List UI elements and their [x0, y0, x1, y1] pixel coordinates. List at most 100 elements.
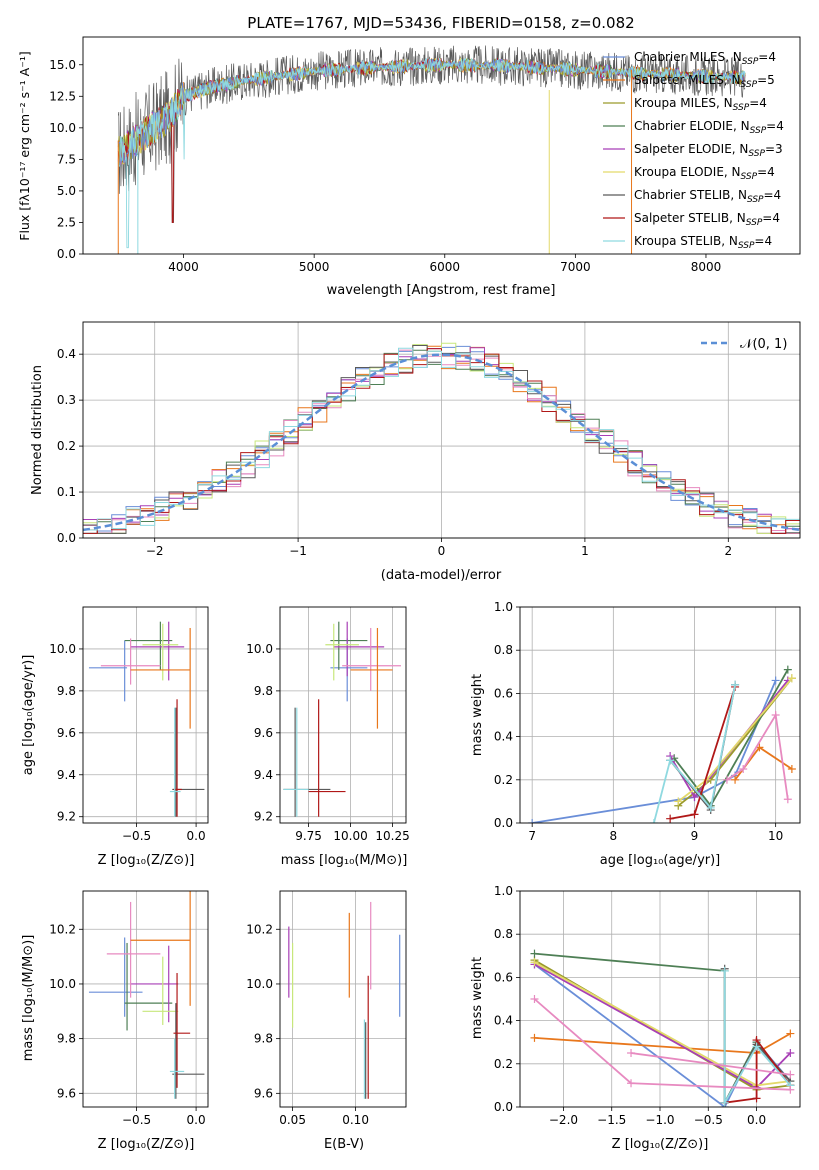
weight-marker	[731, 775, 740, 784]
x-tick-label: 0.10	[342, 1113, 369, 1127]
weight-marker	[786, 1029, 795, 1038]
y-tick-label: 0.0	[57, 531, 76, 545]
x-tick-label: −0.5	[122, 829, 151, 843]
error-crosses	[88, 621, 205, 817]
gaussian-legend-label: 𝒩(0, 1)	[740, 337, 787, 352]
y-tick-label: 0.0	[57, 247, 76, 261]
weight-marker	[530, 995, 539, 1003]
gaussian-curve	[83, 353, 800, 532]
weight-marker	[528, 819, 537, 823]
weight-series	[534, 961, 791, 1087]
x-tick-label: 4000	[168, 260, 199, 274]
y-tick-label: 1.0	[494, 884, 513, 898]
weight-marker	[674, 797, 683, 806]
legend-label: Kroupa MILES, NSSP=4	[634, 96, 767, 113]
mass-vs-ebv-panel: E(B-V) 0.05 0.10 9.6 9.8 10.0 10.2	[246, 890, 407, 1152]
legend-label: Salpeter ELODIE, NSSP=3	[634, 142, 783, 159]
x-tick-label: 9	[691, 829, 699, 843]
y-tick-label: 5.0	[57, 184, 76, 198]
weight-vs-metallicity-panel: mass weight Z [log₁₀(Z/Z⊙)] −2.0 −1.5 −1.0…	[470, 884, 801, 1152]
y-tick-label: 7.5	[57, 152, 76, 166]
x-tick-label: −0.5	[122, 1113, 151, 1127]
age-mass-xlabel: mass [log₁₀(M/M⊙)]	[281, 853, 408, 868]
x-tick-label: 10.25	[375, 829, 409, 843]
y-tick-label: 0.2	[57, 439, 76, 453]
spectrum-legend: Chabrier MILES, NSSP=4 Salpeter MILES, NS…	[603, 50, 784, 251]
y-tick-label: 9.6	[57, 726, 76, 740]
age-z-plot: −0.5 0.0 9.2 9.4 9.6 9.8 10.0	[49, 606, 209, 843]
histogram-group	[83, 342, 800, 534]
residuals-plot: −2 −1 0 1 2 0.0 0.1 0.2 0.3 0.4	[57, 321, 801, 558]
mass-ebv-plot: 0.05 0.10 9.6 9.8 10.0 10.2	[246, 890, 407, 1127]
residuals-panel: Normed distribution (data-model)/error −…	[30, 321, 801, 583]
y-tick-label: 0.4	[494, 1014, 513, 1028]
weight-marker	[530, 949, 539, 958]
weight-marker	[720, 966, 729, 975]
weight-series	[532, 680, 777, 823]
x-tick-label: 2	[724, 544, 732, 558]
age-vs-metallicity-panel: age [log₁₀(age/yr)] Z [log₁₀(Z/Z⊙)] −0.5…	[21, 606, 209, 868]
x-tick-label: 6000	[429, 260, 460, 274]
y-tick-label: 10.0	[49, 121, 76, 135]
x-tick-label: −2	[146, 544, 164, 558]
x-tick-label: 9.75	[295, 829, 322, 843]
y-tick-label: 0.1	[57, 485, 76, 499]
weight-series	[723, 970, 791, 1107]
weight-marker	[771, 676, 780, 685]
y-tick-label: 2.5	[57, 215, 76, 229]
weight-series	[534, 952, 792, 1104]
weight-marker	[786, 1070, 795, 1079]
y-tick-label: 0.3	[57, 393, 76, 407]
y-tick-label: 9.2	[254, 810, 273, 824]
x-tick-label: 0.05	[279, 1113, 306, 1127]
x-tick-label: 8000	[691, 260, 722, 274]
plot-frame	[519, 890, 801, 1108]
weight-marker	[690, 793, 699, 802]
legend-label: Chabrier MILES, NSSP=4	[634, 50, 776, 67]
weight-marker	[731, 680, 740, 689]
figure-title: PLATE=1767, MJD=53436, FIBERID=0158, z=0…	[247, 14, 634, 32]
error-crosses	[283, 621, 401, 817]
y-tick-label: 0.6	[494, 686, 513, 700]
spectrum-series	[118, 57, 746, 249]
plot-frame	[519, 606, 801, 824]
y-tick-label: 9.8	[57, 1032, 76, 1046]
histogram-series	[83, 348, 800, 534]
y-tick-label: 9.6	[254, 726, 273, 740]
y-tick-label: 9.8	[254, 684, 273, 698]
y-tick-label: 0.6	[494, 970, 513, 984]
weight-marker	[666, 756, 675, 765]
weight-lines	[530, 949, 795, 1107]
weight-series	[726, 712, 789, 800]
x-tick-label: 0	[438, 544, 446, 558]
age-vs-mass-panel: mass [log₁₀(M/M⊙)] 9.75 10.00 10.259.29.49…	[246, 606, 410, 868]
weight-z-ylabel: mass weight	[470, 957, 485, 1039]
plot-frame	[279, 606, 407, 824]
legend-label: Salpeter STELIB, NSSP=4	[634, 211, 780, 228]
y-tick-label: 10.0	[246, 642, 273, 656]
legend-label: Kroupa ELODIE, NSSP=4	[634, 165, 775, 182]
histogram-series	[83, 347, 800, 531]
legend-label: Chabrier ELODIE, NSSP=4	[634, 119, 784, 136]
x-tick-label: 0.0	[187, 829, 206, 843]
y-tick-label: 10.0	[49, 642, 76, 656]
spectrum-xlabel: wavelength [Angstrom, rest frame]	[327, 283, 556, 298]
y-tick-label: 0.0	[494, 1100, 513, 1114]
spectrum-series	[117, 45, 746, 223]
weight-marker	[722, 775, 731, 784]
weight-age-xlabel: age [log₁₀(age/yr)]	[600, 853, 721, 868]
x-tick-label: −2.0	[549, 1113, 578, 1127]
weight-marker	[739, 765, 748, 773]
weight-marker	[783, 795, 792, 804]
spectrum-ylabel: Flux [fλ10⁻¹⁷ erg cm⁻² s⁻¹ A⁻¹]	[17, 51, 32, 240]
x-tick-label: 10	[768, 829, 783, 843]
y-tick-label: 0.8	[494, 927, 513, 941]
spectrum-panel: Flux [fλ10⁻¹⁷ erg cm⁻² s⁻¹ A⁻¹] waveleng…	[17, 36, 801, 298]
y-tick-label: 10.2	[246, 922, 273, 936]
residuals-xlabel: (data-model)/error	[381, 568, 502, 583]
weight-marker	[530, 1033, 539, 1042]
weight-marker	[666, 814, 675, 823]
weight-series	[533, 998, 791, 1091]
y-tick-label: 9.6	[57, 1086, 76, 1100]
